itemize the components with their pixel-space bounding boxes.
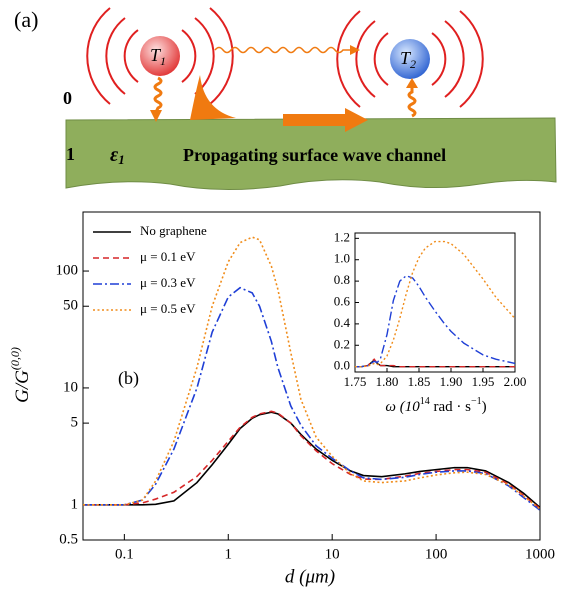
propagation-arrow xyxy=(283,108,368,132)
region-label: 0 xyxy=(63,88,72,108)
arrow-head xyxy=(406,78,418,88)
plot-frame xyxy=(82,211,541,541)
y-tick-label: 0.6 xyxy=(334,293,351,308)
x-tick-label: 100 xyxy=(425,546,448,562)
x-tick-label: 1.95 xyxy=(472,374,495,389)
label: ω (10 xyxy=(385,399,420,415)
channel-label: Propagating surface wave channel xyxy=(183,145,446,165)
label: ) xyxy=(482,399,487,415)
y-axis-label: G/G(0,0) xyxy=(8,347,34,403)
arrow-head xyxy=(350,45,360,55)
wavy-arrow xyxy=(407,86,417,118)
symbol: T xyxy=(400,48,412,68)
x-tick-label: 1 xyxy=(225,546,233,562)
arrow-head xyxy=(150,110,162,122)
superscript: −1 xyxy=(471,396,482,407)
legend-label: μ = 0.3 eV xyxy=(140,275,196,290)
legend-label: μ = 0.5 eV xyxy=(140,301,196,316)
x-tick-label: 0.1 xyxy=(115,546,134,562)
series-line xyxy=(355,240,516,368)
x-tick-label: 1000 xyxy=(525,546,555,562)
wavy-arrow xyxy=(214,46,350,54)
superscript: 14 xyxy=(420,396,430,407)
subscript: 2 xyxy=(410,57,416,71)
panel-a: (a) 0 1 ε1 Propagating surface wave chan… xyxy=(14,7,557,191)
radiation-arcs xyxy=(86,7,484,108)
legend-label: No graphene xyxy=(140,223,207,238)
y-tick-label: 1.2 xyxy=(334,229,350,244)
emitter xyxy=(390,39,430,79)
series-line xyxy=(83,411,541,509)
y-tick-label: 1.0 xyxy=(334,251,350,266)
series-line xyxy=(355,358,515,368)
y-tick-label: 10 xyxy=(63,379,78,395)
emitter xyxy=(140,36,180,76)
series-line xyxy=(355,274,516,368)
y-tick-label: 0.2 xyxy=(334,336,350,351)
label: G/G xyxy=(12,370,33,403)
subscript: 1 xyxy=(160,54,166,68)
subscript: 1 xyxy=(118,152,125,167)
inset-x-axis-label: ω (1014 rad · s−1) xyxy=(385,396,486,415)
y-tick-label: 0.5 xyxy=(59,531,78,547)
panel-label: (b) xyxy=(118,368,139,389)
y-tick-label: 100 xyxy=(56,262,79,278)
x-tick-label: 10 xyxy=(325,546,340,562)
label: rad · s xyxy=(430,399,471,415)
x-tick-label: 2.00 xyxy=(504,374,527,389)
legend-label: μ = 0.1 eV xyxy=(140,249,196,264)
x-tick-label: 1.80 xyxy=(376,374,399,389)
panel-label: (a) xyxy=(14,7,38,32)
region-label: 1 xyxy=(66,144,75,164)
surface-wave xyxy=(190,75,236,120)
y-tick-label: 0.4 xyxy=(334,315,351,330)
symbol: T xyxy=(150,45,162,65)
panel-b: d (μm) G/G(0,0) (b) ω (1014 rad · s−1) xyxy=(8,211,541,587)
y-tick-label: 1 xyxy=(71,496,79,512)
substrate xyxy=(65,117,557,191)
x-tick-label: 1.75 xyxy=(344,374,367,389)
y-tick-label: 5 xyxy=(71,415,79,431)
series-line xyxy=(83,236,541,510)
wavy-arrow xyxy=(153,76,163,113)
series-line xyxy=(83,410,541,510)
emitter-label: T1 xyxy=(150,45,166,68)
symbol: ε xyxy=(110,144,119,166)
permittivity: ε1 xyxy=(110,144,125,167)
x-axis-label: d (μm) xyxy=(285,566,335,587)
y-tick-label: 0.8 xyxy=(334,272,350,287)
x-tick-label: 1.85 xyxy=(408,374,431,389)
y-tick-label: 0.0 xyxy=(334,358,350,373)
x-tick-label: 1.90 xyxy=(440,374,463,389)
inset-frame xyxy=(354,232,516,373)
superscript: (0,0) xyxy=(8,347,22,370)
emitter-label: T2 xyxy=(400,48,416,71)
y-tick-label: 50 xyxy=(63,298,78,314)
